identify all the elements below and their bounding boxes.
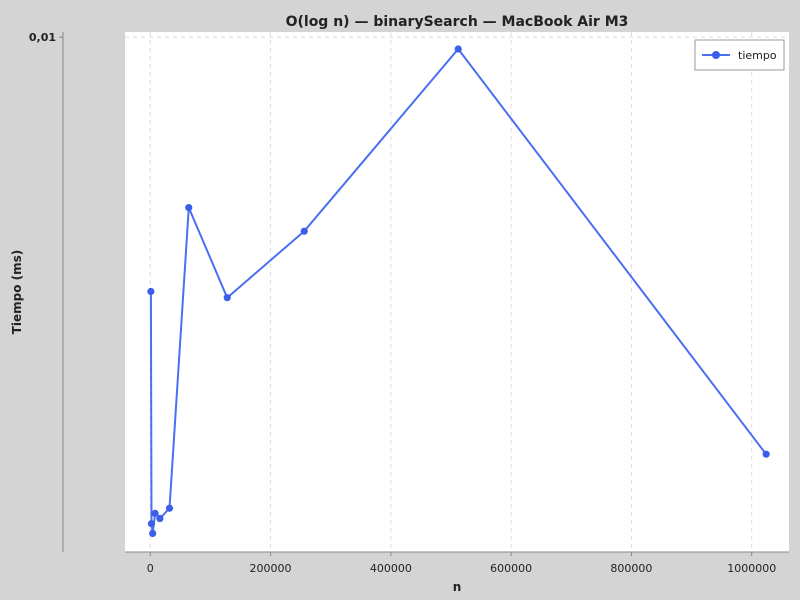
x-tick-label: 1000000 <box>727 562 776 575</box>
x-tick-label: 0 <box>147 562 154 575</box>
data-point <box>156 514 164 523</box>
plot-area <box>125 32 789 552</box>
x-tick-label: 200000 <box>250 562 292 575</box>
data-point <box>147 287 155 296</box>
data-point <box>151 509 159 517</box>
y-tick-label: 0,01 <box>29 31 56 44</box>
chart-title: O(log n) — binarySearch — MacBook Air M3 <box>286 14 629 30</box>
x-ticks: 0 200000 400000 600000 800000 1000000 <box>147 552 776 575</box>
data-point <box>762 450 770 458</box>
x-tick-label: 400000 <box>370 562 412 575</box>
series-layer <box>147 45 770 538</box>
legend-label: tiempo <box>738 49 777 62</box>
data-point <box>165 504 174 512</box>
x-tick-label: 800000 <box>610 562 652 575</box>
data-point <box>300 227 308 235</box>
data-point <box>223 294 231 302</box>
y-ticks: 0,01 <box>29 31 63 44</box>
data-point <box>147 520 156 528</box>
x-axis-label: n <box>453 580 462 594</box>
y-axis-label: Tiempo (ms) <box>10 250 24 335</box>
legend: tiempo <box>694 39 785 71</box>
data-point <box>185 203 193 212</box>
x-tick-label: 600000 <box>490 562 532 575</box>
data-point <box>149 529 157 538</box>
data-point <box>454 45 462 53</box>
legend-marker <box>712 51 720 59</box>
